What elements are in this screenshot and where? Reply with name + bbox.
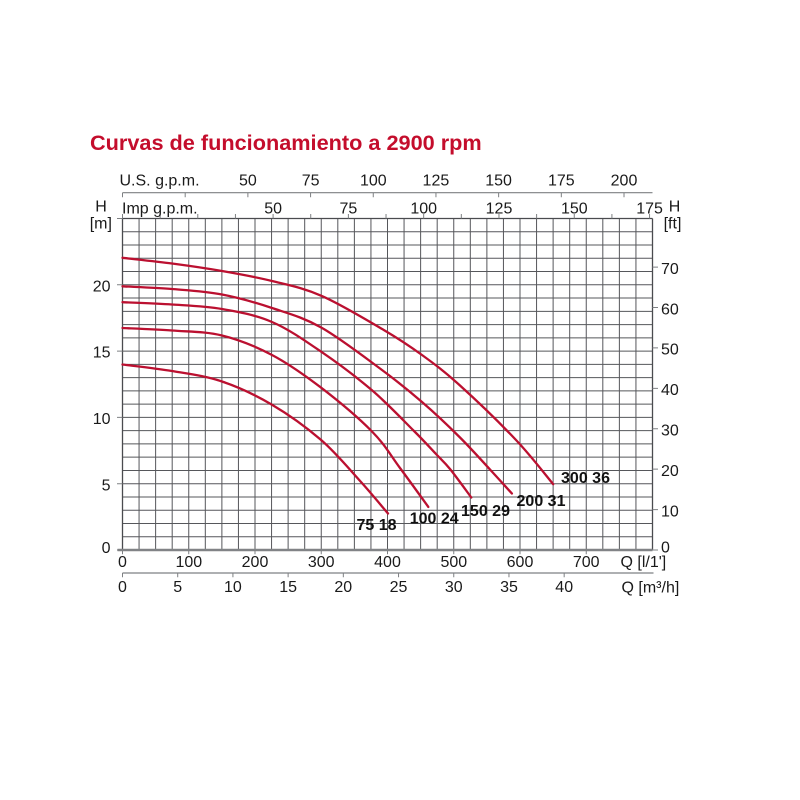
svg-text:125: 125 bbox=[486, 201, 513, 218]
svg-text:175: 175 bbox=[636, 201, 663, 218]
svg-text:100: 100 bbox=[360, 173, 387, 190]
svg-text:H: H bbox=[95, 199, 107, 216]
svg-text:150 29: 150 29 bbox=[461, 503, 510, 520]
svg-text:700: 700 bbox=[573, 554, 600, 571]
svg-text:10: 10 bbox=[661, 503, 679, 520]
svg-text:150: 150 bbox=[485, 173, 512, 190]
svg-text:50: 50 bbox=[264, 201, 282, 218]
svg-text:20: 20 bbox=[334, 579, 352, 596]
svg-text:Curvas de funcionamiento a 290: Curvas de funcionamiento a 2900 rpm bbox=[90, 130, 482, 155]
svg-text:300: 300 bbox=[308, 554, 335, 571]
svg-text:75 18: 75 18 bbox=[356, 517, 396, 534]
svg-text:100 24: 100 24 bbox=[410, 510, 459, 527]
svg-text:Q [l/1']: Q [l/1'] bbox=[621, 554, 667, 571]
svg-text:300 36: 300 36 bbox=[561, 470, 610, 487]
svg-text:Q [m³/h]: Q [m³/h] bbox=[622, 580, 680, 597]
svg-text:40: 40 bbox=[661, 382, 679, 399]
svg-text:100: 100 bbox=[175, 554, 202, 571]
svg-text:75: 75 bbox=[340, 201, 358, 218]
svg-text:20: 20 bbox=[93, 278, 111, 295]
svg-text:30: 30 bbox=[661, 423, 679, 440]
svg-text:50: 50 bbox=[239, 173, 257, 190]
svg-text:600: 600 bbox=[507, 554, 534, 571]
svg-text:30: 30 bbox=[445, 579, 463, 596]
svg-text:0: 0 bbox=[118, 579, 127, 596]
svg-text:35: 35 bbox=[500, 579, 518, 596]
svg-text:Imp g.p.m.: Imp g.p.m. bbox=[122, 201, 198, 218]
svg-text:10: 10 bbox=[93, 411, 111, 428]
svg-text:0: 0 bbox=[102, 540, 111, 557]
svg-text:50: 50 bbox=[661, 342, 679, 359]
svg-text:100: 100 bbox=[410, 201, 437, 218]
svg-text:400: 400 bbox=[374, 554, 401, 571]
svg-text:25: 25 bbox=[390, 579, 408, 596]
svg-text:200: 200 bbox=[242, 554, 269, 571]
svg-text:5: 5 bbox=[173, 579, 182, 596]
svg-text:20: 20 bbox=[661, 463, 679, 480]
svg-text:[ft]: [ft] bbox=[664, 216, 682, 233]
svg-text:U.S. g.p.m.: U.S. g.p.m. bbox=[120, 173, 200, 190]
svg-text:200 31: 200 31 bbox=[517, 493, 566, 510]
svg-text:5: 5 bbox=[102, 477, 111, 494]
svg-text:60: 60 bbox=[661, 301, 679, 318]
svg-text:500: 500 bbox=[440, 554, 467, 571]
svg-text:[m]: [m] bbox=[90, 216, 112, 233]
svg-text:75: 75 bbox=[302, 173, 320, 190]
svg-text:40: 40 bbox=[555, 579, 573, 596]
svg-text:175: 175 bbox=[548, 173, 575, 190]
svg-text:200: 200 bbox=[611, 173, 638, 190]
svg-text:15: 15 bbox=[279, 579, 297, 596]
svg-text:H: H bbox=[669, 199, 681, 216]
svg-text:70: 70 bbox=[661, 261, 679, 278]
svg-text:10: 10 bbox=[224, 579, 242, 596]
svg-text:125: 125 bbox=[423, 173, 450, 190]
svg-text:15: 15 bbox=[93, 345, 111, 362]
svg-text:0: 0 bbox=[118, 554, 127, 571]
svg-text:0: 0 bbox=[661, 539, 670, 556]
svg-text:150: 150 bbox=[561, 201, 588, 218]
